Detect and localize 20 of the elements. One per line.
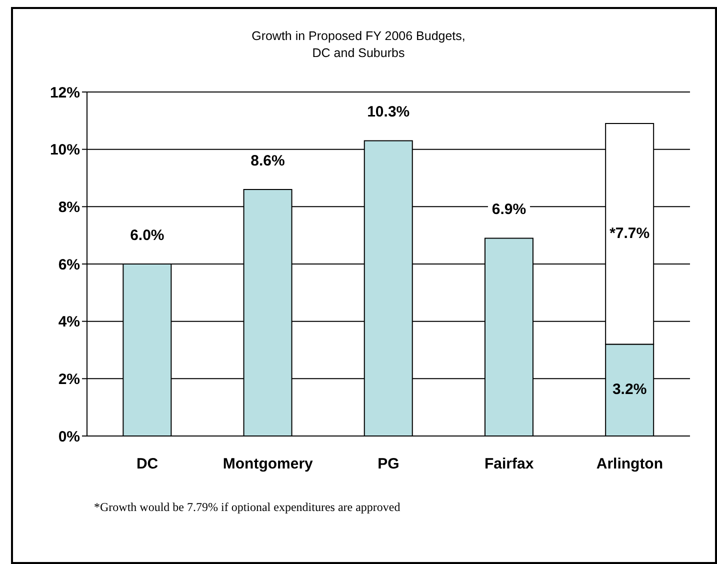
data-label: 8.6% bbox=[250, 152, 285, 170]
y-tick-label: 6% bbox=[58, 256, 80, 274]
x-tick-label: DC bbox=[136, 456, 158, 473]
y-tick-label: 0% bbox=[58, 428, 80, 446]
chart-title: Growth in Proposed FY 2006 Budgets, DC and Suburbs bbox=[250, 28, 466, 62]
data-label: 6.0% bbox=[130, 226, 164, 244]
y-tick-label: 2% bbox=[58, 370, 80, 388]
data-label: 10.3% bbox=[367, 104, 410, 121]
x-tick-label: Montgomery bbox=[222, 456, 314, 473]
data-label: *7.7% bbox=[610, 224, 650, 242]
y-tick-label: 8% bbox=[58, 198, 80, 216]
x-tick-label: Arlington bbox=[596, 456, 664, 473]
x-tick-label: Fairfax bbox=[484, 456, 534, 473]
y-tick-label: 12% bbox=[50, 84, 80, 102]
data-label: 6.9% bbox=[492, 201, 526, 218]
data-label: 3.2% bbox=[612, 381, 647, 398]
y-tick-label: 4% bbox=[58, 314, 80, 331]
y-tick-label: 10% bbox=[50, 142, 80, 159]
text: *Growth would be 7.79% if optional expenditures are approved bbox=[94, 500, 400, 515]
x-tick-label: PG bbox=[378, 456, 400, 473]
